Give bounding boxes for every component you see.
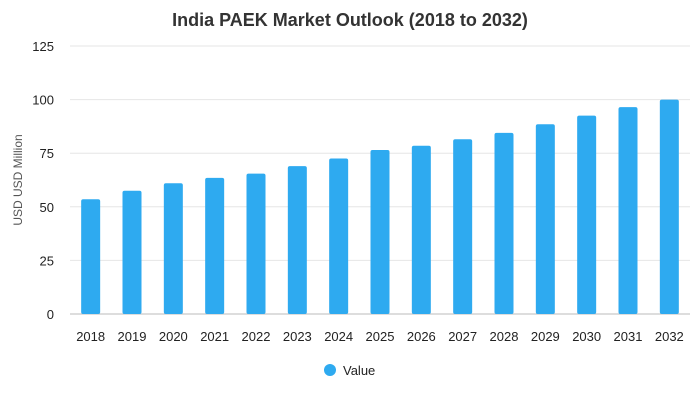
y-tick-label: 75 [40,146,54,161]
y-axis-label: USD USD Million [11,134,25,225]
bar-2028[interactable] [494,132,514,314]
legend[interactable]: Value [324,363,375,378]
x-tick-label: 2024 [324,329,353,344]
x-tick-label: 2027 [448,329,477,344]
bar-2018[interactable] [81,199,101,314]
x-tick-label: 2020 [159,329,188,344]
y-tick-label: 125 [32,39,54,54]
x-axis-ticks: 2018 2019 2020 2021 2022 2023 2024 2025 2026 2027… [76,329,684,344]
bar-2029[interactable] [535,124,555,314]
bar-2031[interactable] [618,107,638,314]
x-tick-label: 2032 [655,329,684,344]
x-tick-label: 2018 [76,329,105,344]
x-tick-label: 2026 [407,329,436,344]
x-tick-label: 2019 [118,329,147,344]
bar-2023[interactable] [287,166,307,314]
x-tick-label: 2029 [531,329,560,344]
chart-title: India PAEK Market Outlook (2018 to 2032) [172,10,528,30]
bar-2019[interactable] [122,190,142,314]
y-axis-ticks: 0 25 50 75 100 125 [32,39,54,322]
y-tick-label: 100 [32,93,54,108]
bar-2021[interactable] [205,177,225,314]
bar-2026[interactable] [411,145,431,314]
legend-label-value[interactable]: Value [343,363,375,378]
y-tick-label: 0 [47,307,54,322]
x-tick-label: 2028 [490,329,519,344]
bar-2020[interactable] [163,183,183,314]
bar-2022[interactable] [246,173,266,314]
x-tick-label: 2025 [366,329,395,344]
x-tick-label: 2023 [283,329,312,344]
legend-swatch-value[interactable] [324,364,336,376]
x-tick-label: 2022 [242,329,271,344]
bar-2030[interactable] [577,115,597,315]
x-tick-label: 2031 [614,329,643,344]
x-tick-label: 2030 [572,329,601,344]
bar-2032[interactable] [659,99,679,314]
bars [81,99,679,315]
y-tick-label: 25 [40,253,54,268]
bar-2027[interactable] [453,139,473,314]
y-tick-label: 50 [40,200,54,215]
x-tick-label: 2021 [200,329,229,344]
bar-2024[interactable] [329,158,349,314]
bar-2025[interactable] [370,149,390,314]
